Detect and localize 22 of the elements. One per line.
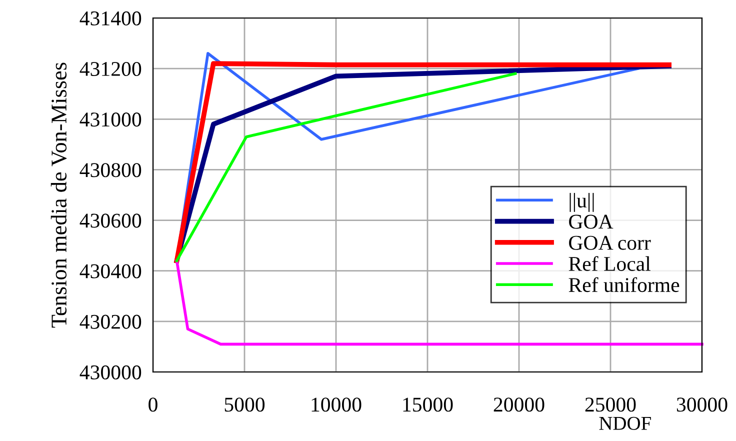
x-tick-label: 10000 [312,398,362,412]
y-tick-label: 430600 [80,214,142,228]
x-tick-label: 20000 [494,398,544,412]
x-tick-label: 15000 [403,398,453,412]
y-tick-label: 431200 [80,62,142,76]
x-tick-label: 0 [148,398,158,412]
y-tick-label: 431000 [80,112,142,127]
y-tick-label: 430400 [80,264,142,278]
x-tick-label: 25000 [585,398,636,412]
legend-label: GOA corr [569,236,651,250]
x-axis-title: NDOF [599,416,651,430]
legend-label: Ref Local [568,256,650,271]
y-axis-title: Tension media de Von-Misses [50,62,67,328]
y-tick-label: 430800 [80,163,142,178]
legend-label: ||u|| [570,192,594,212]
x-tick-label: 30000 [676,398,728,412]
y-tick-label: 430200 [80,314,142,329]
y-tick-label: 431400 [80,11,142,26]
y-tick-label: 430000 [80,365,142,380]
x-tick-label: 5000 [224,398,265,412]
legend-label: GOA [569,214,614,229]
legend-label: Ref uniforme [568,277,680,292]
